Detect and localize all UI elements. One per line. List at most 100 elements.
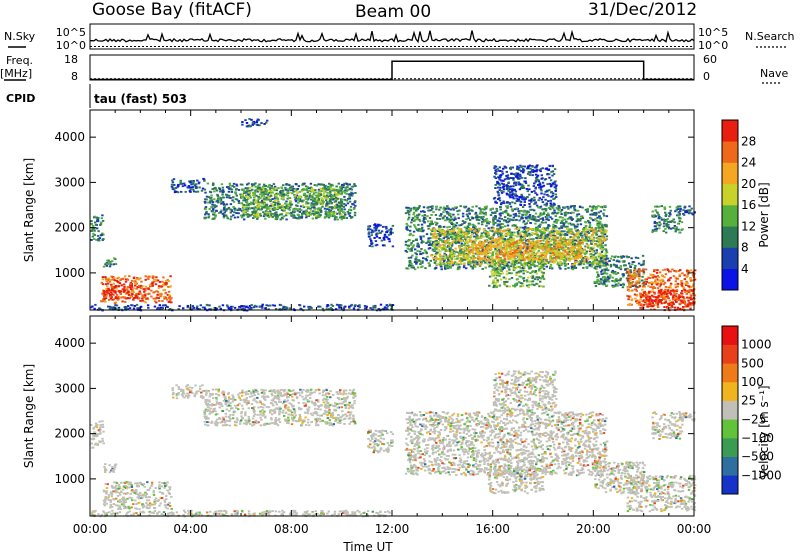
heatmap-cell bbox=[339, 304, 343, 307]
heatmap-cell bbox=[250, 304, 253, 306]
heatmap-cell bbox=[519, 234, 523, 237]
heatmap-cell bbox=[120, 284, 123, 287]
heatmap-cell bbox=[325, 308, 328, 311]
heatmap-cell bbox=[467, 263, 470, 266]
heatmap-cell bbox=[228, 308, 231, 311]
heatmap-cell bbox=[586, 256, 589, 259]
heatmap-cell bbox=[326, 194, 329, 197]
heatmap-cell bbox=[186, 306, 189, 309]
heatmap-cell bbox=[599, 210, 603, 213]
heatmap-cell bbox=[131, 293, 134, 295]
heatmap-cell bbox=[555, 220, 559, 222]
heatmap-cell bbox=[114, 290, 117, 293]
heatmap-cell bbox=[470, 249, 473, 252]
heatmap-cell bbox=[129, 282, 132, 285]
heatmap-cell bbox=[467, 246, 471, 249]
heatmap-cell bbox=[368, 245, 372, 247]
heatmap-cell bbox=[285, 205, 288, 207]
heatmap-cell bbox=[336, 218, 339, 221]
heatmap-cell bbox=[415, 261, 418, 264]
heatmap-cell bbox=[207, 216, 210, 219]
heatmap-cell bbox=[432, 256, 435, 259]
heatmap-cell bbox=[540, 236, 543, 239]
heatmap-cell bbox=[594, 213, 597, 216]
heatmap-cell bbox=[212, 213, 216, 216]
heatmap-cell bbox=[228, 187, 231, 190]
heatmap-cell bbox=[252, 213, 256, 216]
heatmap-cell bbox=[252, 306, 256, 309]
heatmap-cell bbox=[105, 262, 108, 264]
heatmap-cell bbox=[448, 262, 452, 265]
heatmap-cell bbox=[142, 288, 145, 291]
heatmap-cell bbox=[326, 185, 330, 188]
heatmap-cell bbox=[585, 250, 588, 253]
heatmap-cell bbox=[348, 305, 351, 308]
heatmap-cell bbox=[561, 216, 564, 219]
heatmap-cell bbox=[287, 197, 291, 200]
heatmap-cell bbox=[210, 210, 214, 212]
heatmap-cell bbox=[444, 242, 447, 245]
heatmap-cell bbox=[295, 189, 298, 192]
heatmap-cell bbox=[272, 201, 275, 204]
heatmap-cell bbox=[451, 249, 454, 251]
heatmap-cell bbox=[126, 278, 130, 281]
heatmap-cell bbox=[489, 229, 492, 232]
heatmap-cell bbox=[118, 282, 122, 284]
heatmap-cell bbox=[508, 239, 511, 242]
heatmap-cell bbox=[328, 212, 331, 215]
heatmap-cell bbox=[462, 251, 465, 253]
heatmap-cell bbox=[228, 182, 231, 185]
heatmap-cell bbox=[340, 214, 343, 216]
heatmap-cell bbox=[546, 237, 549, 240]
heatmap-cell bbox=[424, 218, 427, 220]
heatmap-cell bbox=[212, 182, 215, 185]
heatmap-cell bbox=[533, 209, 536, 212]
heatmap-cell bbox=[259, 201, 262, 204]
heatmap-cell bbox=[489, 214, 493, 216]
heatmap-cell bbox=[140, 305, 143, 308]
heatmap-cell bbox=[481, 220, 484, 223]
heatmap-cell bbox=[513, 231, 516, 234]
heatmap-cell bbox=[124, 301, 127, 303]
heatmap-cell bbox=[533, 254, 537, 257]
heatmap-cell bbox=[448, 253, 452, 256]
heatmap-cell bbox=[567, 267, 570, 269]
heatmap-cell bbox=[204, 216, 207, 219]
heatmap-cell bbox=[596, 265, 599, 268]
heatmap-cell bbox=[453, 231, 457, 234]
heatmap-cell bbox=[541, 237, 545, 240]
heatmap-cell bbox=[117, 276, 120, 279]
heatmap-cell bbox=[537, 219, 540, 222]
heatmap-cell bbox=[249, 203, 252, 206]
heatmap-cell bbox=[275, 216, 278, 218]
heatmap-cell bbox=[554, 260, 558, 262]
heatmap-cell bbox=[223, 205, 226, 208]
heatmap-cell bbox=[239, 214, 243, 217]
heatmap-cell bbox=[483, 206, 487, 208]
heatmap-cell bbox=[425, 233, 429, 236]
heatmap-cell bbox=[464, 232, 467, 235]
heatmap-cell bbox=[155, 276, 158, 279]
heatmap-cell bbox=[153, 305, 157, 308]
heatmap-cell bbox=[114, 304, 117, 307]
heatmap-cell bbox=[472, 248, 475, 251]
heatmap-cell bbox=[267, 216, 271, 218]
heatmap-cell bbox=[481, 218, 484, 221]
heatmap-cell bbox=[260, 208, 263, 211]
heatmap-cell bbox=[557, 233, 561, 235]
heatmap-cell bbox=[540, 214, 543, 217]
heatmap-cell bbox=[367, 235, 371, 238]
heatmap-cell bbox=[500, 232, 504, 235]
heatmap-cell bbox=[573, 239, 577, 242]
heatmap-cell bbox=[219, 308, 222, 311]
heatmap-cell bbox=[215, 189, 219, 192]
heatmap-cell bbox=[254, 211, 257, 214]
heatmap-cell bbox=[587, 228, 591, 231]
heatmap-cell bbox=[438, 214, 442, 217]
heatmap-cell bbox=[122, 277, 125, 280]
heatmap-cell bbox=[115, 304, 119, 307]
heatmap-cell bbox=[564, 263, 568, 266]
heatmap-cell bbox=[543, 229, 546, 232]
heatmap-cell bbox=[314, 207, 317, 210]
heatmap-cell bbox=[590, 228, 593, 231]
